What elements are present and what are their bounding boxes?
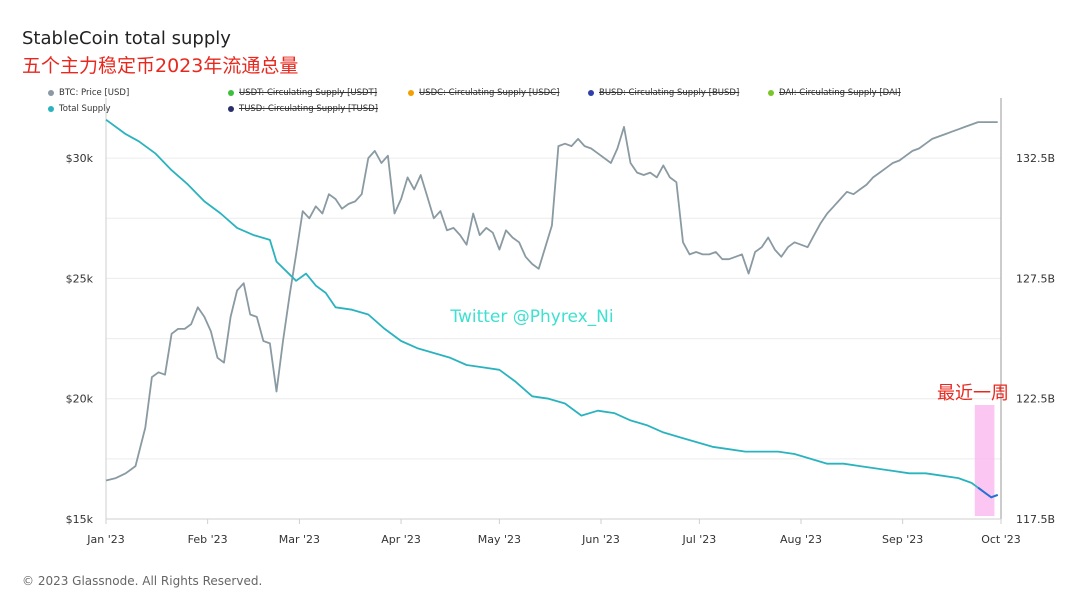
legend-item[interactable]: BTC: Price [USD] — [48, 88, 129, 98]
legend-item[interactable]: USDC: Circulating Supply [USDC] — [408, 88, 559, 98]
x-tick-label: Apr '23 — [381, 533, 421, 546]
x-tick-label: Feb '23 — [188, 533, 228, 546]
x-tick-label: Oct '23 — [981, 533, 1021, 546]
legend-dot-icon — [588, 90, 594, 96]
legend-item[interactable]: TUSD: Circulating Supply [TUSD] — [228, 104, 378, 114]
x-tick-label: Sep '23 — [882, 533, 923, 546]
legend-dot-icon — [768, 90, 774, 96]
x-tick-label: May '23 — [478, 533, 521, 546]
legend-label: USDT: Circulating Supply [USDT] — [239, 88, 378, 98]
legend-label: Total Supply — [59, 104, 111, 114]
legend-item[interactable]: USDT: Circulating Supply [USDT] — [228, 88, 377, 98]
y-right-tick-label: 132.5B — [1016, 152, 1055, 165]
y-right-tick-label: 127.5B — [1016, 272, 1055, 285]
legend-dot-icon — [48, 106, 54, 112]
legend-dot-icon — [408, 90, 414, 96]
legend-label: USDC: Circulating Supply [USDC] — [419, 88, 560, 98]
x-tick-label: Jun '23 — [581, 533, 620, 546]
y-right-tick-label: 117.5B — [1016, 513, 1055, 526]
chart-subtitle: 五个主力稳定币2023年流通总量 — [22, 55, 299, 77]
x-tick-label: Jul '23 — [681, 533, 716, 546]
x-tick-label: Mar '23 — [279, 533, 320, 546]
x-tick-label: Aug '23 — [780, 533, 822, 546]
y-left-tick-label: $20k — [66, 393, 94, 406]
y-left-tick-label: $15k — [66, 513, 94, 526]
legend-item[interactable]: DAI: Circulating Supply [DAI] — [768, 88, 901, 98]
chart-title: StableCoin total supply — [22, 28, 231, 49]
legend-item[interactable]: Total Supply — [48, 104, 111, 114]
footer-copyright: © 2023 Glassnode. All Rights Reserved. — [22, 574, 263, 588]
annotation-label: 最近一周 — [937, 383, 1009, 404]
legend-dot-icon — [228, 90, 234, 96]
legend-label: TUSD: Circulating Supply [TUSD] — [239, 104, 378, 114]
y-left-tick-label: $30k — [66, 152, 94, 165]
total-supply-recent-line — [977, 486, 999, 499]
x-tick-label: Jan '23 — [86, 533, 124, 546]
legend-dot-icon — [228, 106, 234, 112]
legend-dot-icon — [48, 90, 54, 96]
total-supply-line — [105, 118, 999, 499]
y-right-tick-label: 122.5B — [1016, 393, 1055, 406]
legend-label: DAI: Circulating Supply [DAI] — [779, 88, 901, 98]
highlight-box — [974, 405, 995, 516]
legend-label: BTC: Price [USD] — [59, 88, 130, 98]
btc-price-line — [105, 121, 998, 482]
y-left-tick-label: $25k — [66, 272, 94, 285]
watermark-text: Twitter @Phyrex_Ni — [449, 307, 613, 327]
legend-item[interactable]: BUSD: Circulating Supply [BUSD] — [588, 88, 739, 98]
legend-label: BUSD: Circulating Supply [BUSD] — [599, 88, 740, 98]
